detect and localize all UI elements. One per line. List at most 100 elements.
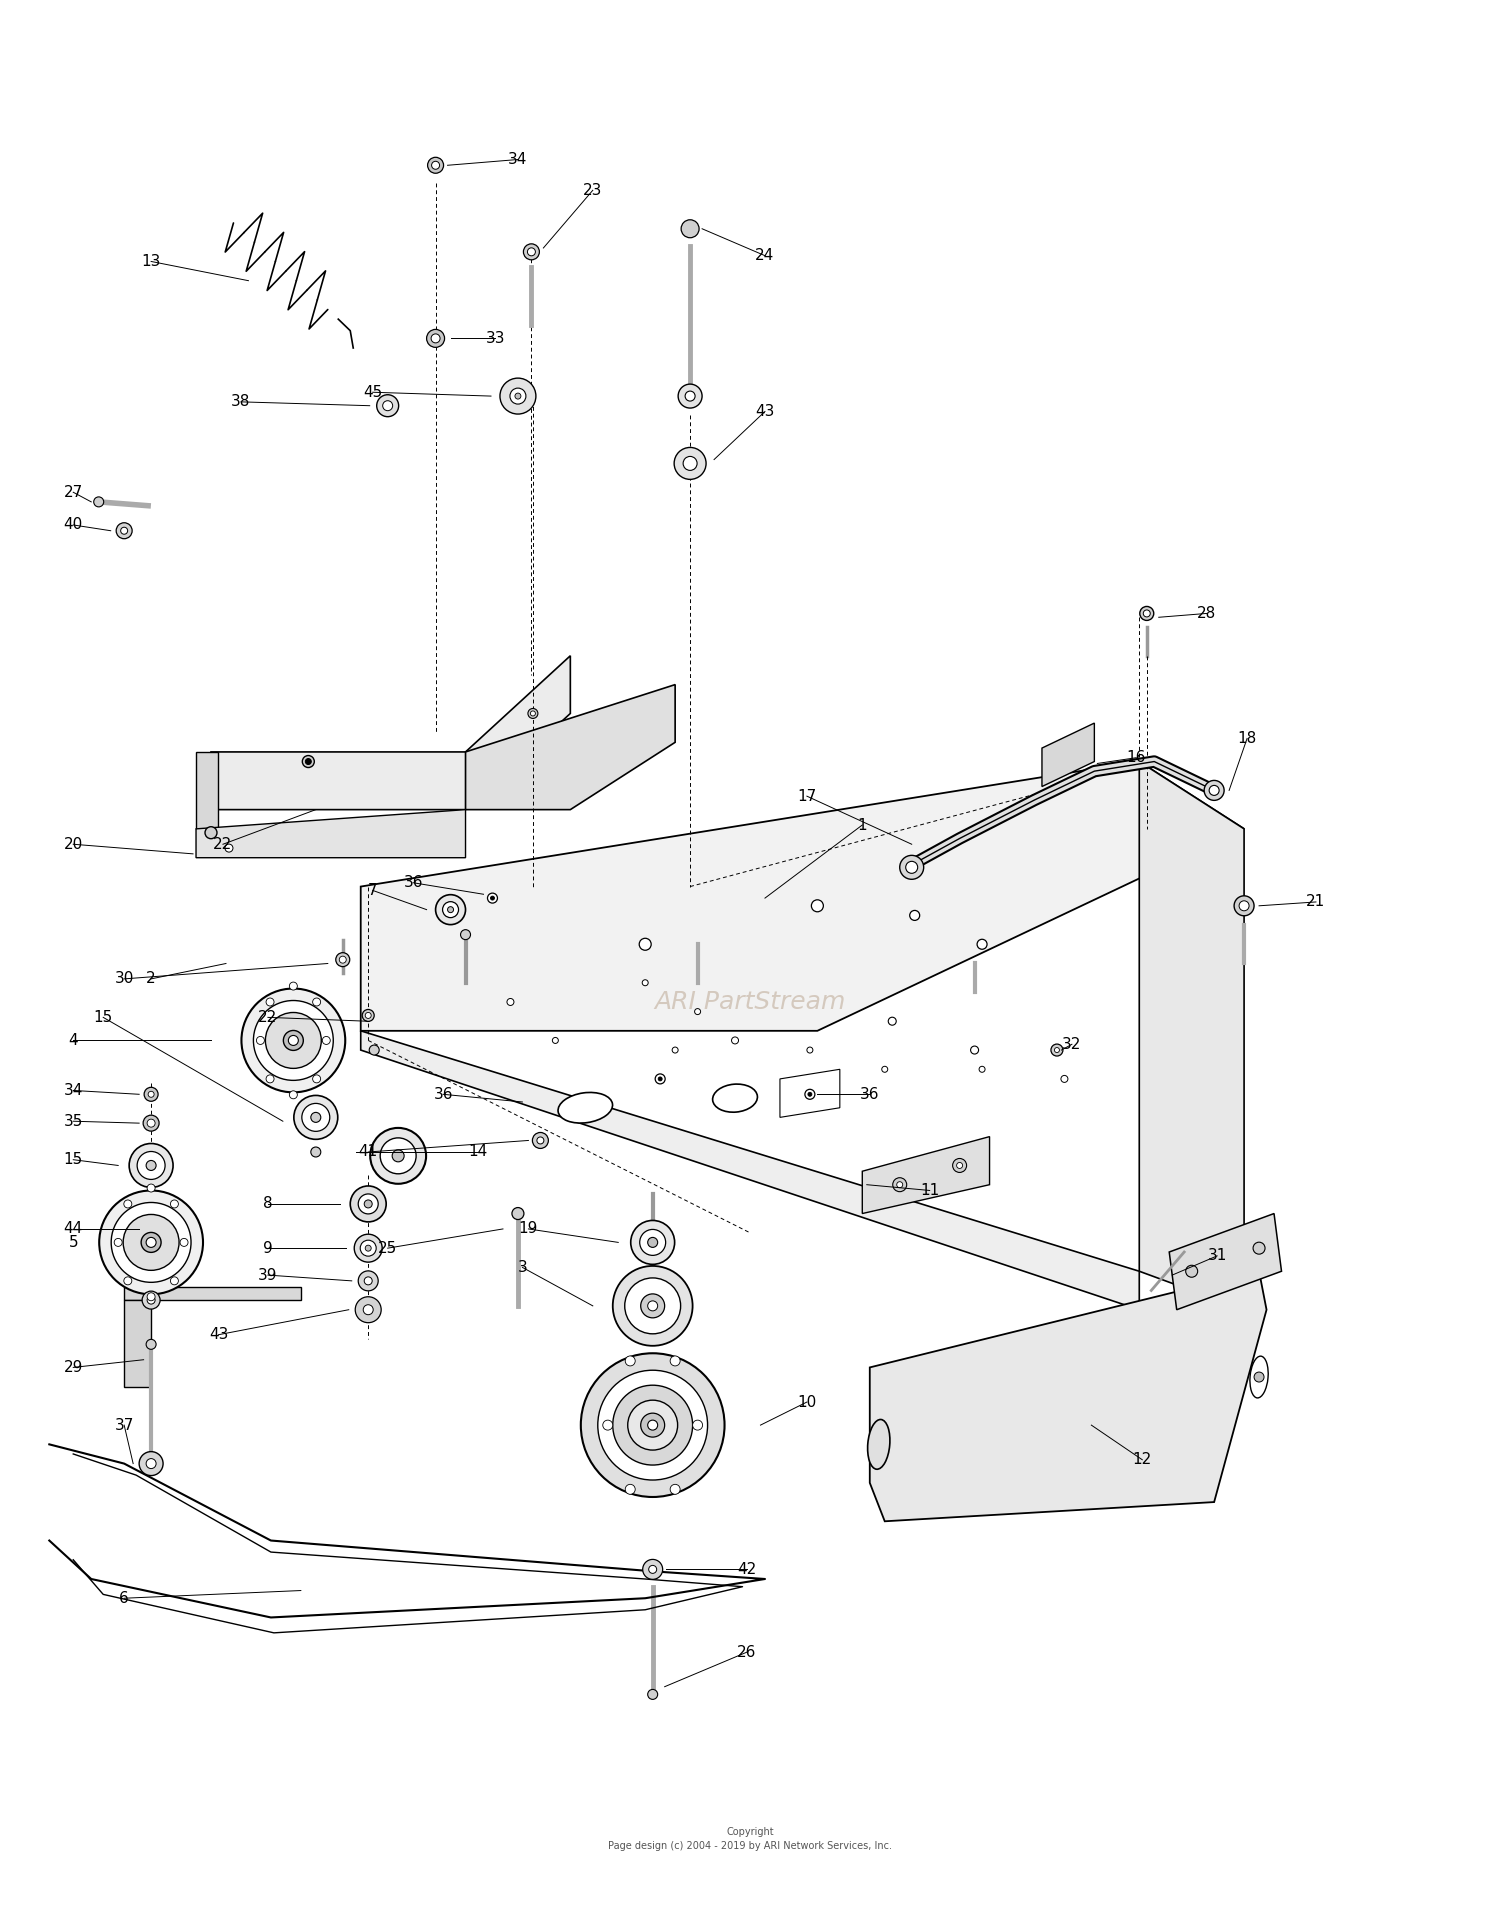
- Circle shape: [1239, 900, 1250, 911]
- Circle shape: [808, 1093, 812, 1096]
- Circle shape: [354, 1233, 382, 1262]
- Text: 34: 34: [509, 152, 528, 168]
- Polygon shape: [1168, 1214, 1281, 1310]
- Circle shape: [144, 1087, 158, 1100]
- Text: 17: 17: [798, 788, 816, 804]
- Circle shape: [552, 1037, 558, 1043]
- Text: 33: 33: [486, 331, 506, 345]
- Circle shape: [507, 998, 515, 1006]
- Text: 14: 14: [468, 1145, 488, 1160]
- Circle shape: [672, 1046, 678, 1052]
- Polygon shape: [862, 1137, 990, 1214]
- Circle shape: [490, 896, 495, 900]
- Text: 15: 15: [93, 1010, 112, 1025]
- Circle shape: [656, 1073, 664, 1083]
- Circle shape: [952, 1158, 966, 1172]
- Circle shape: [180, 1239, 188, 1247]
- Text: 42: 42: [738, 1563, 756, 1576]
- Circle shape: [1140, 607, 1154, 620]
- Text: 26: 26: [738, 1644, 756, 1659]
- Circle shape: [356, 1297, 381, 1322]
- Circle shape: [897, 1181, 903, 1187]
- Circle shape: [363, 1305, 374, 1314]
- Text: 22: 22: [258, 1010, 278, 1025]
- Circle shape: [648, 1420, 657, 1430]
- Circle shape: [614, 1386, 693, 1465]
- Circle shape: [906, 861, 918, 873]
- Circle shape: [686, 391, 694, 401]
- Circle shape: [642, 1559, 663, 1580]
- Circle shape: [980, 1066, 986, 1071]
- Text: Copyright
Page design (c) 2004 - 2019 by ARI Network Services, Inc.: Copyright Page design (c) 2004 - 2019 by…: [608, 1827, 892, 1850]
- Text: 3: 3: [518, 1260, 528, 1276]
- Text: 22: 22: [213, 836, 232, 852]
- Circle shape: [116, 522, 132, 540]
- Circle shape: [392, 1150, 404, 1162]
- Text: 1: 1: [858, 817, 867, 832]
- Circle shape: [674, 447, 706, 480]
- Circle shape: [124, 1201, 132, 1208]
- Circle shape: [537, 1137, 544, 1145]
- Circle shape: [120, 528, 128, 534]
- Circle shape: [531, 711, 536, 717]
- Circle shape: [807, 1046, 813, 1052]
- Circle shape: [694, 1008, 700, 1016]
- Polygon shape: [196, 809, 465, 858]
- Circle shape: [648, 1565, 657, 1572]
- Circle shape: [336, 952, 350, 967]
- Circle shape: [284, 1031, 303, 1050]
- Circle shape: [900, 856, 924, 879]
- Circle shape: [442, 902, 459, 917]
- Text: 45: 45: [363, 385, 382, 399]
- Circle shape: [639, 1229, 666, 1254]
- Circle shape: [171, 1201, 178, 1208]
- Circle shape: [364, 1278, 372, 1285]
- Circle shape: [312, 998, 321, 1006]
- Circle shape: [640, 1412, 664, 1438]
- Circle shape: [111, 1202, 190, 1281]
- Circle shape: [693, 1420, 702, 1430]
- Circle shape: [624, 1278, 681, 1333]
- Circle shape: [350, 1185, 386, 1222]
- Circle shape: [630, 1220, 675, 1264]
- Polygon shape: [465, 684, 675, 809]
- Circle shape: [627, 1401, 678, 1451]
- Circle shape: [432, 162, 439, 170]
- Ellipse shape: [712, 1085, 758, 1112]
- Circle shape: [360, 1241, 376, 1256]
- Circle shape: [99, 1191, 202, 1295]
- Circle shape: [426, 330, 444, 347]
- Circle shape: [1052, 1044, 1064, 1056]
- Circle shape: [114, 1239, 122, 1247]
- Circle shape: [147, 1297, 154, 1305]
- Text: 12: 12: [1132, 1453, 1152, 1466]
- Text: 32: 32: [1062, 1037, 1082, 1052]
- Circle shape: [242, 989, 345, 1093]
- Polygon shape: [870, 1272, 1266, 1520]
- Circle shape: [514, 393, 520, 399]
- Circle shape: [500, 378, 536, 414]
- Circle shape: [1204, 780, 1224, 800]
- Text: 43: 43: [209, 1328, 228, 1343]
- Text: 6: 6: [120, 1590, 129, 1605]
- Circle shape: [376, 395, 399, 416]
- Circle shape: [142, 1291, 160, 1308]
- Circle shape: [488, 892, 498, 904]
- Circle shape: [136, 1152, 165, 1179]
- Circle shape: [206, 827, 218, 838]
- Circle shape: [364, 1245, 370, 1251]
- Circle shape: [93, 497, 104, 507]
- Text: 36: 36: [859, 1087, 879, 1102]
- Circle shape: [642, 979, 648, 987]
- Polygon shape: [780, 1069, 840, 1118]
- Text: 10: 10: [798, 1395, 816, 1409]
- Polygon shape: [360, 1031, 1140, 1310]
- Circle shape: [957, 1162, 963, 1168]
- Circle shape: [681, 220, 699, 237]
- Text: 24: 24: [756, 249, 774, 264]
- Polygon shape: [196, 752, 219, 829]
- Circle shape: [658, 1077, 662, 1081]
- Circle shape: [510, 387, 526, 405]
- Text: 37: 37: [114, 1418, 134, 1432]
- Circle shape: [322, 1037, 330, 1044]
